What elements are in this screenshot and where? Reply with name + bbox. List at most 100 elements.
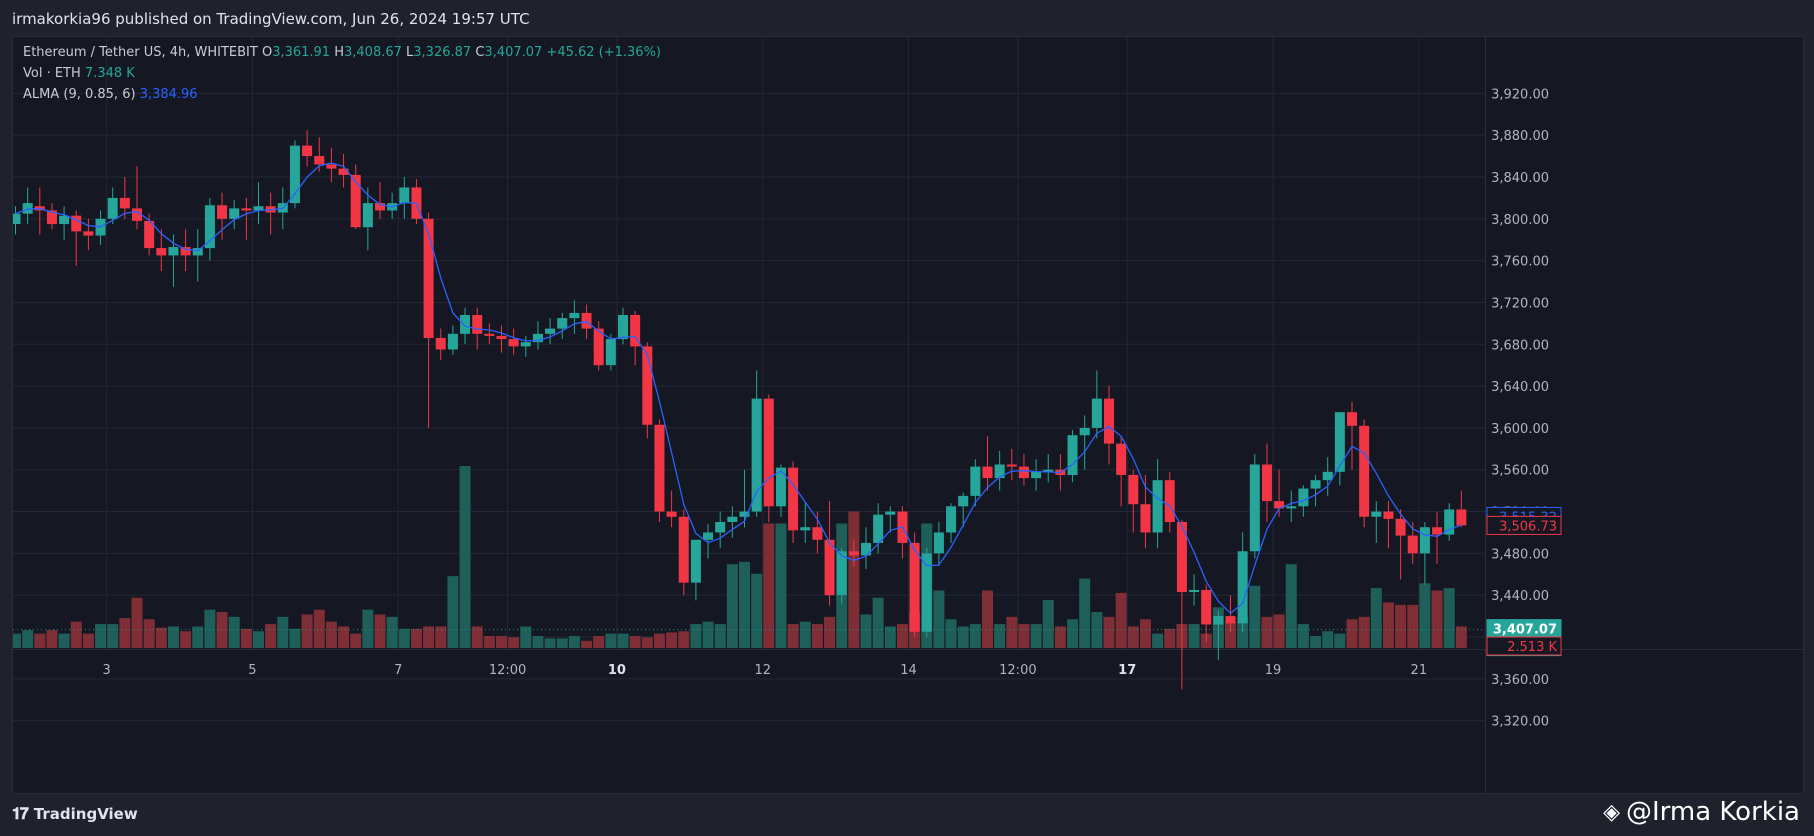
volume-bar: [1249, 585, 1261, 648]
candle-body: [1310, 480, 1321, 489]
candle-body: [119, 197, 130, 209]
candle-body: [1371, 511, 1382, 517]
candle-body: [848, 551, 859, 556]
volume-bar: [1346, 619, 1358, 648]
candle-body: [970, 466, 981, 496]
candle-body: [618, 315, 628, 340]
candle-body: [423, 218, 434, 338]
volume-bar: [34, 633, 46, 648]
candle-body: [1091, 398, 1102, 428]
candle-body: [982, 466, 993, 479]
candle-body: [861, 542, 871, 556]
candle-body: [229, 208, 240, 219]
candle-body: [375, 203, 385, 211]
volume-bar: [520, 626, 532, 648]
candle-body: [909, 542, 920, 632]
volume-bar: [265, 624, 277, 648]
candle-body: [59, 215, 70, 225]
candle-body: [739, 511, 750, 517]
y-tick-label: 3,840.00: [1491, 171, 1549, 186]
candle-body: [168, 247, 179, 256]
candle-body: [204, 205, 215, 249]
legend-ohlc: Ethereum / Tether US, 4h, WHITEBIT O3,36…: [23, 45, 661, 60]
volume-bar: [1455, 626, 1467, 648]
candle-body: [1043, 469, 1054, 472]
candle-body: [472, 315, 483, 334]
volume-bar: [95, 624, 107, 648]
volume-bar: [1115, 592, 1127, 648]
candle-body: [1274, 501, 1285, 509]
x-tick-label: 12: [754, 663, 771, 678]
candle-body: [1395, 518, 1406, 536]
legend-volume: Vol · ETH 7.348 K: [23, 66, 135, 81]
volume-bar: [143, 619, 155, 648]
candle-body: [763, 398, 774, 507]
volume-bar: [192, 626, 204, 648]
candle-body: [1359, 425, 1370, 517]
candle-body: [1298, 488, 1309, 507]
volume-bar: [1334, 633, 1346, 648]
candle-body: [1347, 412, 1357, 426]
candle-body: [703, 532, 714, 540]
volume-bar: [653, 633, 665, 648]
candlestick-chart[interactable]: 3,920.00 3,880.00 3,840.00 3,800.00 3,760.00…: [13, 37, 1803, 793]
candle-body: [690, 539, 701, 583]
y-tick-label: 3,440.00: [1491, 589, 1549, 604]
x-tick-label: 19: [1265, 663, 1282, 678]
candle-body: [1128, 474, 1139, 505]
legend-alma: ALMA (9, 0.85, 6) 3,384.96: [23, 87, 198, 102]
candle-body: [666, 511, 677, 517]
volume-bar: [180, 631, 192, 648]
legend-l-label: L: [406, 45, 414, 60]
x-tick-label: 12:00: [489, 663, 526, 678]
x-tick-label: 17: [1118, 663, 1136, 678]
candle-body: [630, 315, 641, 347]
y-tick-label: 3,920.00: [1491, 87, 1549, 102]
volume-bar: [1188, 624, 1200, 648]
volume-bar: [884, 626, 896, 648]
author-watermark: ◈ @Irma Korkia: [1603, 797, 1800, 827]
volume-bar: [374, 614, 386, 648]
volume-bar: [82, 633, 94, 648]
publish-bar: irmakorkia96 published on TradingView.co…: [0, 0, 1814, 36]
volume-bar: [775, 523, 787, 648]
legend-vol-label[interactable]: Vol · ETH: [23, 66, 81, 81]
chart-area[interactable]: 3,920.00 3,880.00 3,840.00 3,800.00 3,760.00…: [12, 36, 1804, 794]
volume-bar: [957, 626, 969, 648]
candle-body: [1031, 471, 1042, 479]
candle-body: [1176, 522, 1187, 593]
y-tick-label: 3,720.00: [1491, 296, 1549, 311]
legend-o-label: O: [261, 45, 273, 60]
tradingview-logo[interactable]: 𝟏𝟕 TradingView: [12, 804, 138, 824]
price-label-box: [1486, 515, 1562, 535]
volume-bar: [167, 626, 179, 648]
candle-body: [605, 339, 616, 366]
legend-vol-value: 7.348 K: [84, 66, 135, 81]
volume-bar: [483, 636, 495, 648]
legend-low: 3,326.87: [413, 45, 472, 60]
candle-body: [678, 516, 689, 583]
candle-body: [350, 174, 361, 228]
legend-c-label: C: [475, 45, 485, 60]
volume-bar: [13, 633, 21, 648]
publish-line: irmakorkia96 published on TradingView.co…: [12, 10, 530, 28]
legend-open: 3,361.91: [272, 45, 331, 60]
volume-bar: [22, 630, 34, 648]
x-tick-label: 14: [900, 663, 917, 678]
candle-body: [520, 342, 531, 347]
legend-alma-label[interactable]: ALMA (9, 0.85, 6): [23, 87, 136, 102]
candle-body: [326, 164, 337, 169]
y-tick-label: 3,480.00: [1491, 547, 1549, 562]
volume-bar: [253, 631, 264, 648]
volume-bar: [1285, 564, 1297, 648]
candle-body: [435, 338, 446, 350]
volume-bar: [1042, 600, 1054, 648]
x-tick-label: 7: [394, 663, 402, 678]
candle-body: [1444, 509, 1455, 535]
volume-bar: [605, 633, 617, 648]
candle-body: [569, 312, 580, 319]
volume-bar: [471, 626, 483, 648]
volume-bar: [690, 624, 702, 648]
legend-symbol[interactable]: Ethereum / Tether US, 4h, WHITEBIT: [23, 45, 258, 60]
y-tick-label: 3,880.00: [1491, 129, 1549, 144]
